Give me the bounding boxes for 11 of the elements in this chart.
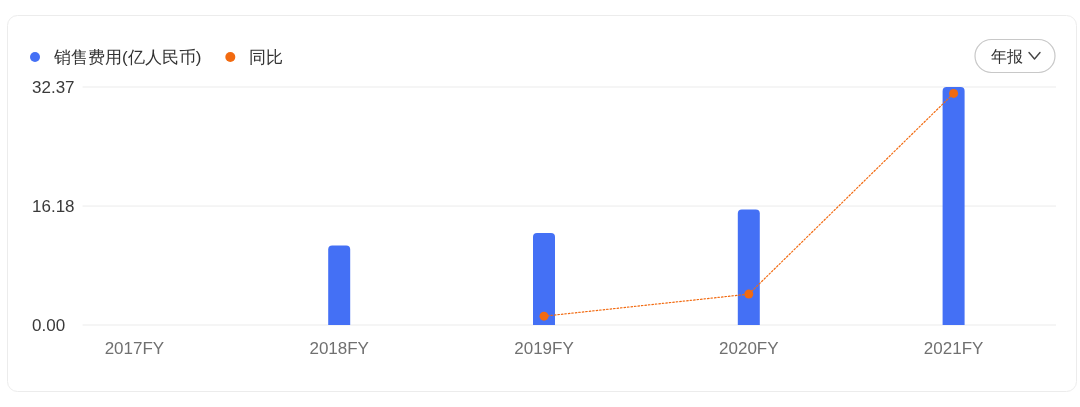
x-tick-label: 2019FY bbox=[514, 338, 574, 358]
legend-label: 销售费用(亿人民币) bbox=[54, 47, 202, 67]
legend-label: 同比 bbox=[249, 47, 284, 67]
x-tick-label: 2017FY bbox=[104, 338, 165, 358]
y-tick-label: 32.37 bbox=[32, 77, 75, 97]
x-tick-label: 2020FY bbox=[719, 338, 779, 358]
y-tick-label: 0.00 bbox=[32, 315, 66, 335]
y-tick-label: 16.18 bbox=[32, 196, 75, 216]
x-tick-label: 2021FY bbox=[923, 338, 984, 358]
x-tick-label: 2018FY bbox=[309, 338, 369, 358]
button-label: 年报 bbox=[991, 47, 1023, 65]
